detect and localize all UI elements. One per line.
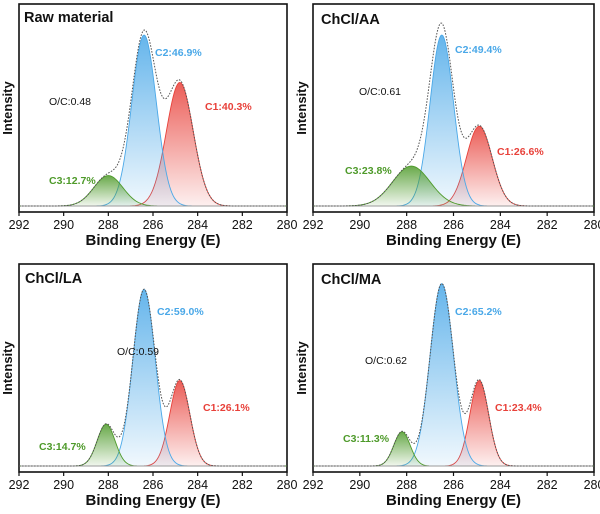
x-tick-label: 292: [9, 478, 30, 492]
panel-title: ChCl/MA: [321, 272, 382, 288]
x-tick-label: 292: [9, 218, 30, 232]
panel-title: Raw material: [24, 10, 113, 26]
x-tick-label: 290: [349, 478, 370, 492]
peak-c1-label: C1:40.3%: [205, 101, 252, 113]
x-tick-label: 280: [277, 478, 298, 492]
envelope-curve: [313, 282, 594, 467]
peak-c2-fill: [313, 283, 594, 466]
peak-c2-label: C2:65.2%: [455, 306, 502, 318]
x-tick-label: 286: [443, 478, 464, 492]
x-tick-label: 284: [490, 218, 511, 232]
x-tick-label: 284: [490, 478, 511, 492]
x-tick-label: 280: [277, 218, 298, 232]
envelope-curve: [19, 29, 287, 207]
panel-2: 292 290 288 286 284 282 280 Binding Energy (E) I…: [294, 3, 600, 249]
x-tick-label: 282: [232, 478, 253, 492]
x-tick-label: 284: [187, 218, 208, 232]
peak-c2-label: C2:46.9%: [155, 47, 202, 59]
x-axis-label: Binding Energy (E): [386, 492, 521, 509]
envelope-curve: [19, 288, 287, 467]
peak-c3-fill: [313, 166, 594, 206]
x-tick-label: 286: [143, 218, 164, 232]
x-tick-label: 280: [584, 218, 600, 232]
peak-c1-label: C1:26.1%: [203, 402, 250, 414]
x-tick-label: 288: [98, 218, 119, 232]
y-axis-label: Intensity: [294, 341, 309, 395]
peak-c2-label: C2:49.4%: [455, 44, 502, 56]
envelope-curve: [313, 22, 594, 207]
peak-c2-fill: [19, 35, 287, 206]
oc-ratio-label: O/C:0.62: [365, 355, 407, 367]
x-tick-label: 290: [53, 478, 74, 492]
panel-title: ChCl/AA: [321, 12, 380, 28]
x-tick-label: 282: [232, 218, 253, 232]
x-tick-label: 286: [443, 218, 464, 232]
oc-ratio-label: O/C:0.59: [117, 346, 159, 358]
oc-ratio-label: O/C:0.61: [359, 86, 401, 98]
peak-c2-fill: [19, 289, 287, 466]
peak-c3-label: C3:23.8%: [345, 165, 392, 177]
x-tick-label: 282: [537, 218, 558, 232]
peak-c2-label: C2:59.0%: [157, 306, 204, 318]
peak-c2-fill: [313, 35, 594, 206]
x-tick-label: 282: [537, 478, 558, 492]
y-axis-label: Intensity: [294, 81, 309, 135]
panel-3: 292 290 288 286 284 282 280 Binding Energy (E) I…: [0, 263, 298, 509]
peak-c3-label: C3:14.7%: [39, 441, 86, 453]
y-axis-label: Intensity: [0, 341, 15, 395]
x-axis-label: Binding Energy (E): [86, 492, 221, 509]
x-tick-label: 290: [349, 218, 370, 232]
peak-c1-label: C1:26.6%: [497, 146, 544, 158]
y-axis-label: Intensity: [0, 81, 15, 135]
peak-c3-label: C3:11.3%: [343, 433, 390, 445]
x-tick-label: 288: [396, 478, 417, 492]
panel-4: 292 290 288 286 284 282 280 Binding Energy (E) I…: [294, 263, 600, 509]
x-tick-label: 288: [98, 478, 119, 492]
oc-ratio-label: O/C:0.48: [49, 96, 91, 108]
peak-c3-label: C3:12.7%: [49, 175, 96, 187]
panel-1: 292 290 288 286 284 282 280 Binding Energy (E) I…: [0, 3, 298, 249]
x-tick-label: 290: [53, 218, 74, 232]
x-tick-label: 280: [584, 478, 600, 492]
x-axis-label: Binding Energy (E): [386, 232, 521, 249]
panel-title: ChCl/LA: [25, 271, 83, 287]
x-tick-label: 284: [187, 478, 208, 492]
x-tick-label: 292: [303, 218, 324, 232]
x-tick-label: 288: [396, 218, 417, 232]
x-tick-label: 286: [143, 478, 164, 492]
x-axis-label: Binding Energy (E): [86, 232, 221, 249]
peak-c3-fill: [19, 175, 287, 206]
x-tick-label: 292: [303, 478, 324, 492]
peak-c1-label: C1:23.4%: [495, 402, 542, 414]
